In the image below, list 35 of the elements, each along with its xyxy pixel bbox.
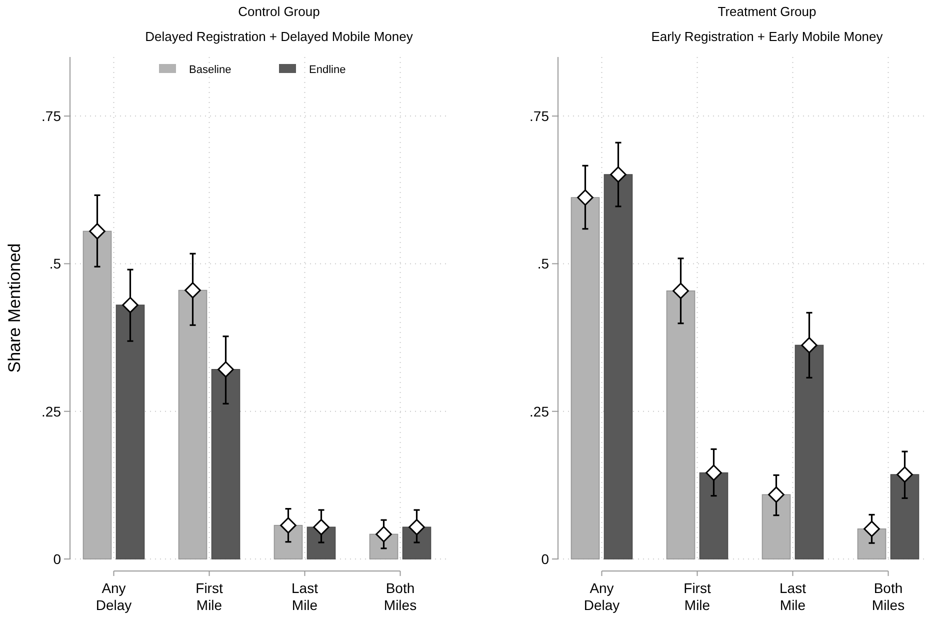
chart-title: Control Group bbox=[238, 4, 320, 19]
bar bbox=[604, 174, 633, 560]
bar bbox=[274, 524, 303, 560]
x-tick-label: Any Delay bbox=[584, 580, 620, 613]
bar bbox=[116, 304, 145, 560]
x-tick-label: Both Miles bbox=[872, 580, 905, 613]
x-tick-label: Any Delay bbox=[96, 580, 132, 613]
bar bbox=[699, 472, 728, 560]
chart-title: Treatment Group bbox=[718, 4, 816, 19]
y-tick-label: 0 bbox=[541, 550, 550, 567]
bar bbox=[178, 290, 208, 560]
bar bbox=[211, 369, 240, 560]
x-tick-label: Last Mile bbox=[780, 580, 806, 613]
y-tick-label: .25 bbox=[42, 403, 62, 420]
bar bbox=[82, 230, 112, 560]
y-axis-title: Share Mentioned bbox=[5, 243, 24, 373]
x-tick-label: Last Mile bbox=[292, 580, 318, 613]
chart-subtitle: Delayed Registration + Delayed Mobile Money bbox=[145, 29, 414, 44]
bar bbox=[666, 290, 696, 560]
bar bbox=[794, 344, 824, 560]
y-tick-label: .5 bbox=[537, 256, 550, 272]
legend-label: Baseline bbox=[189, 64, 232, 76]
y-tick-label: .25 bbox=[530, 403, 550, 420]
legend-label: Endline bbox=[309, 64, 346, 76]
y-tick-label: .75 bbox=[42, 108, 62, 124]
x-tick-label: Both Miles bbox=[384, 580, 417, 613]
bar bbox=[762, 494, 791, 560]
y-tick-label: .75 bbox=[530, 108, 550, 124]
bar bbox=[890, 474, 920, 560]
chart-subtitle: Early Registration + Early Mobile Money bbox=[651, 29, 884, 44]
x-tick-label: First Mile bbox=[684, 580, 711, 613]
y-tick-label: .5 bbox=[49, 256, 62, 272]
x-tick-label: First Mile bbox=[196, 580, 223, 613]
bar bbox=[570, 197, 600, 560]
y-tick-label: 0 bbox=[53, 550, 62, 567]
